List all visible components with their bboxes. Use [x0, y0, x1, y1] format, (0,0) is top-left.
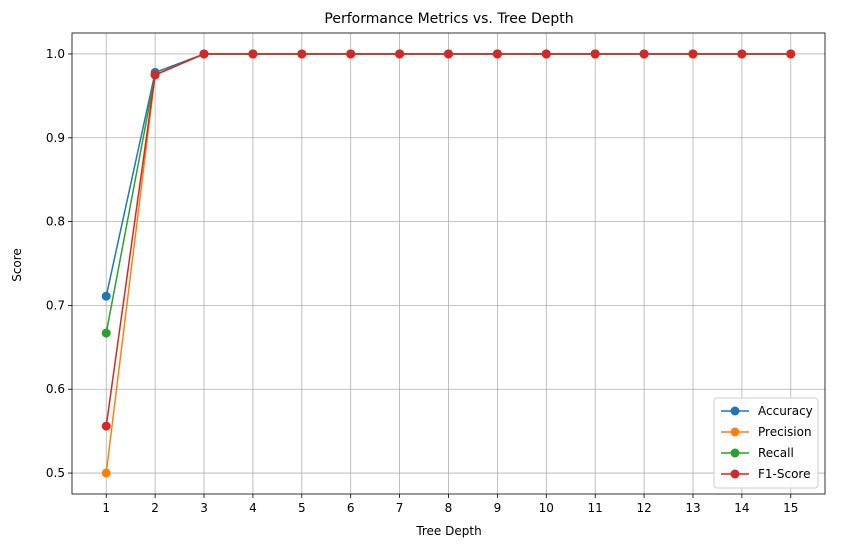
f1-score-point [346, 49, 356, 59]
series-group [101, 49, 796, 478]
f1-score-point [101, 421, 111, 431]
x-tick-label: 8 [445, 501, 453, 515]
precision-point [101, 468, 111, 478]
legend-marker [730, 406, 740, 416]
f1-score-point [199, 49, 209, 59]
x-tick-label: 15 [783, 501, 798, 515]
y-tick-label: 0.8 [46, 215, 65, 229]
f1-score-point [248, 49, 258, 59]
x-tick-label: 11 [588, 501, 603, 515]
legend-marker [730, 469, 740, 479]
legend-label: Recall [758, 446, 794, 460]
legend-label: F1-Score [758, 467, 810, 481]
legend-item-accuracy: Accuracy [721, 404, 813, 418]
y-axis-label: Score [10, 248, 24, 282]
x-tick-label: 14 [734, 501, 749, 515]
f1-score-point [639, 49, 649, 59]
x-tick-label: 7 [396, 501, 404, 515]
y-tick-label: 0.9 [46, 131, 65, 145]
y-axis: 0.5 0.6 0.7 0.8 0.9 1.0 [46, 47, 72, 480]
f1-score-point [786, 49, 796, 59]
f1-score-point [737, 49, 747, 59]
legend-item-recall: Recall [721, 446, 794, 460]
legend-item-f1-score: F1-Score [721, 467, 810, 481]
x-tick-label: 10 [539, 501, 554, 515]
series-f1-score [101, 49, 796, 431]
legend-box [713, 397, 819, 489]
legend-label: Precision [758, 425, 812, 439]
grid [72, 33, 825, 494]
x-axis: 1 2 3 4 5 6 7 8 9 10 11 12 13 14 15 [102, 494, 798, 515]
x-tick-label: 4 [249, 501, 257, 515]
x-tick-label: 2 [151, 501, 159, 515]
f1-score-point [590, 49, 600, 59]
f1-score-point [297, 49, 307, 59]
y-tick-label: 1.0 [46, 47, 65, 61]
legend-marker [730, 448, 740, 458]
f1-score-point [395, 49, 405, 59]
accuracy-point [101, 291, 111, 301]
x-axis-label: Tree Depth [415, 524, 481, 538]
f1-score-point [150, 70, 160, 80]
x-tick-label: 3 [200, 501, 208, 515]
y-tick-label: 0.6 [46, 382, 65, 396]
f1-score-point [688, 49, 698, 59]
y-tick-label: 0.5 [46, 466, 65, 480]
chart-title: Performance Metrics vs. Tree Depth [324, 11, 573, 27]
legend: Accuracy Precision Recall F1-Score [713, 397, 819, 489]
x-tick-label: 6 [347, 501, 355, 515]
f1-score-point [444, 49, 453, 59]
x-tick-label: 5 [298, 501, 306, 515]
f1-score-point [541, 49, 551, 59]
legend-label: Accuracy [758, 404, 813, 418]
x-tick-label: 13 [685, 501, 700, 515]
x-tick-label: 9 [494, 501, 502, 515]
recall-point [101, 328, 111, 338]
legend-item-precision: Precision [721, 425, 812, 439]
f1-score-point [492, 49, 502, 59]
x-tick-label: 1 [102, 501, 110, 515]
x-tick-label: 12 [636, 501, 651, 515]
legend-marker [730, 427, 740, 437]
y-tick-label: 0.7 [46, 298, 65, 312]
